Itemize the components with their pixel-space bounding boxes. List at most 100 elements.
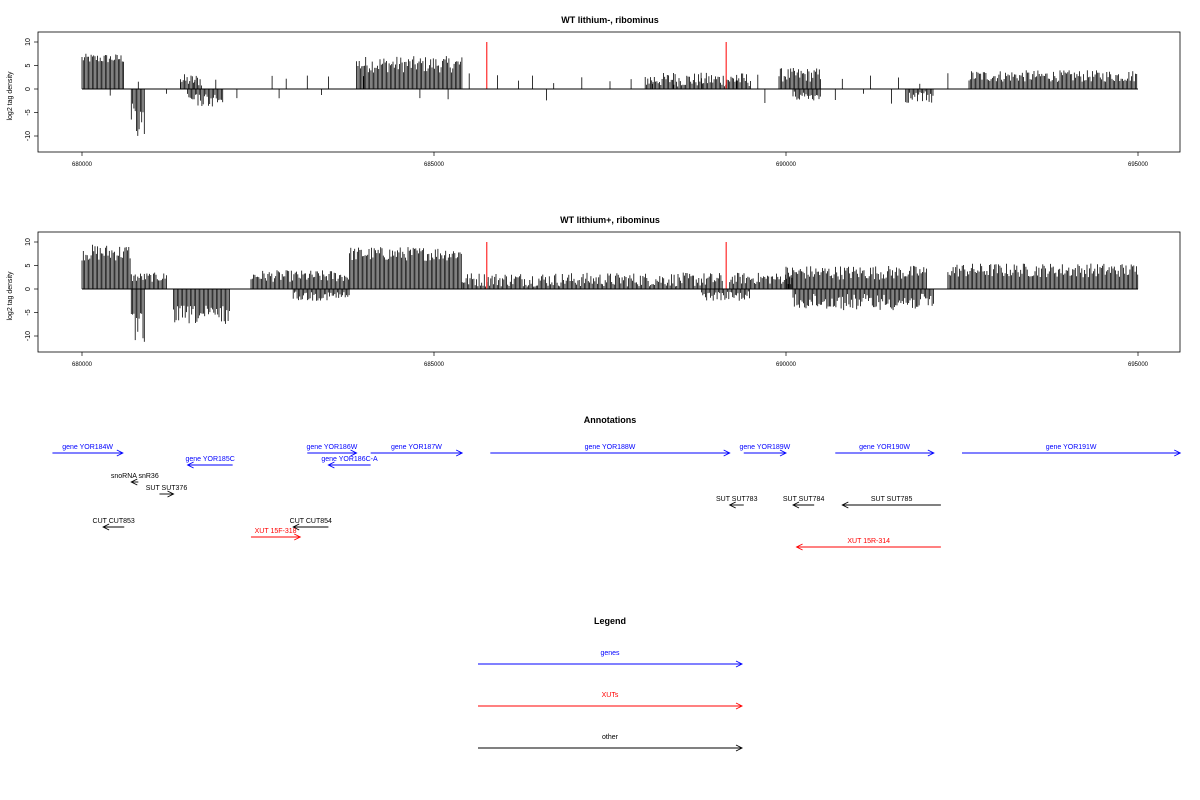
feature-label: gene YOR189W bbox=[739, 444, 790, 451]
y-tick-label: 0 bbox=[25, 287, 32, 291]
feature-label: SUT SUT785 bbox=[871, 496, 913, 503]
feature-label: SUT SUT376 bbox=[146, 485, 188, 492]
feature: snoRNA snR36 bbox=[111, 473, 159, 486]
feature: SUT SUT783 bbox=[716, 496, 758, 509]
y-tick-label: 0 bbox=[25, 87, 32, 91]
x-tick-label: 695000 bbox=[1128, 362, 1149, 368]
legend-title: Legend bbox=[594, 616, 626, 626]
x-axis: 680000 685000 690000 695000 bbox=[72, 352, 1149, 368]
feature: gene YOR186W bbox=[306, 444, 358, 457]
y-axis: 10 5 0 -5 -10 bbox=[25, 238, 38, 341]
feature-label: gene YOR191W bbox=[1046, 444, 1097, 451]
feature-label: gene YOR186C-A bbox=[321, 456, 378, 463]
feature-arrowhead bbox=[723, 449, 731, 457]
y-tick-label: -10 bbox=[25, 331, 32, 341]
feature-label: XUT 15R-314 bbox=[847, 538, 890, 545]
x-tick-label: 690000 bbox=[776, 162, 797, 168]
x-tick-label: 680000 bbox=[72, 362, 93, 368]
feature-arrowhead bbox=[779, 449, 788, 457]
legend: Legend genes XUTs other bbox=[478, 616, 744, 752]
y-tick-label: 5 bbox=[25, 63, 32, 67]
legend-label: XUTs bbox=[602, 692, 619, 699]
feature: gene YOR191W bbox=[962, 444, 1182, 457]
x-tick-label: 685000 bbox=[424, 362, 445, 368]
plot-frame bbox=[37, 31, 1181, 153]
signal-bars bbox=[81, 42, 1138, 136]
legend-item: XUTs bbox=[478, 692, 744, 710]
feature-label: CUT CUT853 bbox=[93, 518, 135, 525]
feature-label: CUT CUT854 bbox=[290, 518, 332, 525]
x-tick-label: 695000 bbox=[1128, 162, 1149, 168]
feature-label: gene YOR187W bbox=[391, 444, 442, 451]
y-tick-label: 5 bbox=[25, 263, 32, 267]
feature: XUT 15R-314 bbox=[795, 538, 941, 551]
feature-label: gene YOR184W bbox=[62, 444, 113, 451]
feature: gene YOR184W bbox=[52, 444, 124, 457]
y-tick-label: -5 bbox=[25, 109, 32, 115]
x-tick-label: 690000 bbox=[776, 362, 797, 368]
feature: CUT CUT853 bbox=[93, 518, 135, 531]
legend-arrowhead bbox=[735, 660, 744, 668]
annotations-title: Annotations bbox=[584, 415, 637, 425]
feature: gene YOR188W bbox=[490, 444, 731, 457]
feature-label: gene YOR188W bbox=[585, 444, 636, 451]
feature: CUT CUT854 bbox=[290, 518, 332, 531]
feature: gene YOR185C bbox=[185, 456, 235, 469]
y-axis: 10 5 0 -5 -10 bbox=[25, 38, 38, 141]
feature: gene YOR189W bbox=[739, 444, 791, 457]
feature-arrowhead bbox=[294, 533, 302, 541]
panel-title: WT lithium+, ribominus bbox=[560, 215, 660, 225]
feature-arrowhead bbox=[186, 461, 194, 469]
feature: SUT SUT785 bbox=[841, 496, 941, 509]
feature-arrowhead bbox=[728, 501, 736, 509]
feature: XUT 15F-318 bbox=[250, 528, 302, 541]
y-tick-label: -5 bbox=[25, 309, 32, 315]
feature-arrowhead bbox=[795, 543, 803, 551]
feature-arrowhead bbox=[116, 449, 124, 457]
feature-label: gene YOR186W bbox=[306, 444, 357, 451]
feature-arrowhead bbox=[350, 449, 358, 457]
y-tick-label: -10 bbox=[25, 131, 32, 141]
feature-arrowhead bbox=[1174, 449, 1182, 457]
feature: SUT SUT376 bbox=[146, 485, 188, 498]
plot-frame bbox=[37, 231, 1181, 353]
feature: gene YOR186C-A bbox=[321, 456, 378, 469]
legend-label: genes bbox=[600, 650, 620, 657]
feature-arrowhead bbox=[130, 478, 138, 486]
feature: gene YOR187W bbox=[370, 444, 464, 457]
feature-list: gene YOR184W gene YOR185C gene YOR186W gene… bbox=[52, 444, 1182, 551]
feature-arrowhead bbox=[292, 523, 300, 531]
legend-item: other bbox=[478, 734, 744, 752]
feature-label: SUT SUT784 bbox=[783, 496, 825, 503]
legend-items: genes XUTs other bbox=[478, 650, 744, 752]
feature-label: SUT SUT783 bbox=[716, 496, 758, 503]
x-tick-label: 680000 bbox=[72, 162, 93, 168]
panel-lithium-plus: WT lithium+, ribominus log2 tag density … bbox=[7, 215, 1181, 368]
x-tick-label: 685000 bbox=[424, 162, 445, 168]
panel-lithium-minus: WT lithium-, ribominus log2 tag density … bbox=[7, 15, 1181, 168]
feature: SUT SUT784 bbox=[783, 496, 825, 509]
y-tick-label: 10 bbox=[25, 38, 32, 46]
y-axis-label: log2 tag density bbox=[7, 71, 14, 121]
feature-arrowhead bbox=[841, 501, 849, 509]
panel-title: WT lithium-, ribominus bbox=[561, 15, 659, 25]
signal-bars bbox=[81, 242, 1139, 342]
feature-arrowhead bbox=[792, 501, 800, 509]
legend-arrowhead bbox=[735, 744, 744, 752]
feature-label: snoRNA snR36 bbox=[111, 473, 159, 480]
y-axis-label: log2 tag density bbox=[7, 271, 14, 321]
feature-label: gene YOR185C bbox=[185, 456, 234, 463]
feature-arrowhead bbox=[455, 449, 464, 457]
legend-item: genes bbox=[478, 650, 744, 668]
feature-arrowhead bbox=[327, 461, 335, 469]
legend-label: other bbox=[602, 734, 619, 741]
feature: gene YOR190W bbox=[835, 444, 935, 457]
feature-arrowhead bbox=[167, 490, 175, 498]
x-axis: 680000 685000 690000 695000 bbox=[72, 152, 1149, 168]
feature-arrowhead bbox=[102, 523, 110, 531]
y-tick-label: 10 bbox=[25, 238, 32, 246]
feature-arrowhead bbox=[927, 449, 935, 457]
feature-label: gene YOR190W bbox=[859, 444, 910, 451]
